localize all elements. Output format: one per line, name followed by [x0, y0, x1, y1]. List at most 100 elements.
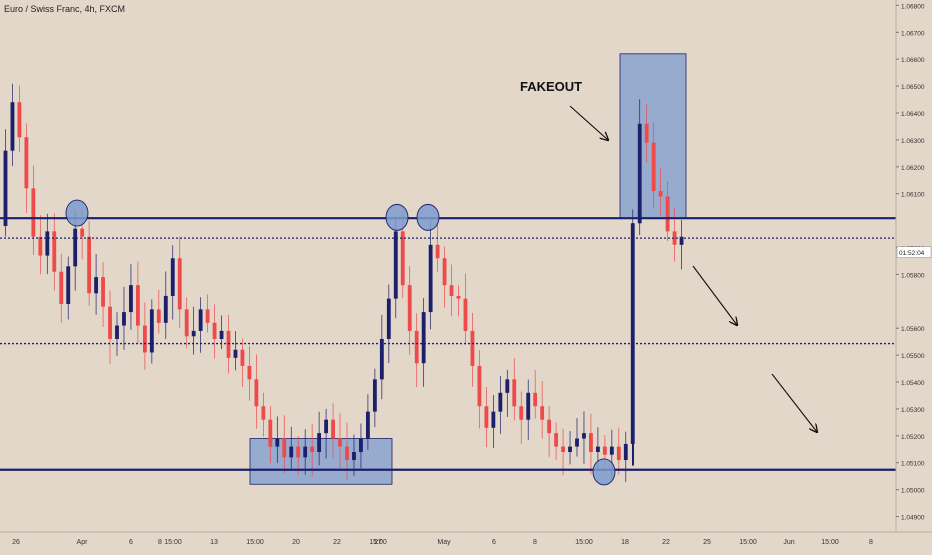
y-tick-label: 1.06500	[901, 84, 925, 91]
touch-circle	[416, 203, 440, 231]
candle-body	[393, 231, 398, 299]
x-tick-label: 18	[621, 539, 629, 546]
candle-body	[498, 392, 503, 412]
touch-circle	[65, 199, 89, 227]
countdown-tag	[896, 246, 932, 258]
x-tick-label: May	[437, 539, 451, 546]
candle-body	[261, 406, 266, 420]
candle-body	[519, 406, 524, 420]
y-tick-label: 1.06600	[901, 57, 925, 64]
y-tick-label: 1.06700	[901, 30, 925, 37]
candle-body	[212, 322, 217, 339]
candle-body	[637, 123, 642, 224]
zones-layer	[249, 53, 687, 485]
touch-circle	[385, 203, 409, 231]
fakeout-zone-box	[619, 53, 687, 219]
candle-body	[582, 433, 586, 439]
candle-body	[470, 330, 475, 366]
candle-body	[163, 295, 168, 323]
x-tick-label: 6	[492, 539, 496, 546]
candle-body	[595, 446, 600, 452]
candle-body	[94, 277, 99, 294]
candle-body	[540, 406, 545, 420]
y-tick-label: 1.06400	[901, 111, 925, 118]
candle-body	[38, 236, 43, 256]
candle-body	[672, 231, 677, 245]
candle-body	[142, 325, 147, 353]
candle-body	[365, 411, 370, 439]
y-tick-label: 1.05100	[901, 461, 925, 468]
x-tick-label: 6	[129, 539, 133, 546]
countdown-label: 01:52:04	[899, 250, 925, 257]
candle-body	[533, 392, 538, 407]
arrow	[771, 373, 817, 432]
candle-body	[87, 236, 92, 294]
candle-body	[609, 446, 614, 455]
candle-body	[59, 271, 64, 305]
x-tick-label: Jun	[783, 539, 794, 546]
candle-body	[435, 244, 440, 259]
candle-body	[254, 379, 259, 407]
symbol-title: Euro / Swiss Franc, 4h, FXCM	[4, 4, 126, 14]
candle-body	[372, 379, 377, 412]
candle-body	[324, 419, 329, 434]
candle-body	[665, 196, 670, 232]
candle-body	[129, 285, 133, 313]
candle-body	[282, 438, 287, 458]
candle-body	[149, 309, 154, 353]
arrow	[692, 265, 737, 325]
x-tick-label: 22	[333, 539, 341, 546]
x-tick-label: 20	[292, 539, 300, 546]
candle-body	[400, 231, 405, 286]
candle-body	[623, 443, 628, 461]
candle-body	[303, 446, 308, 458]
candle-body	[101, 277, 105, 307]
candle-body	[602, 446, 607, 455]
x-tick-label: 27	[374, 539, 382, 546]
touch-circle	[592, 458, 616, 486]
candle-body	[644, 123, 649, 143]
candle-body	[379, 338, 384, 380]
y-tick-label: 1.06300	[901, 138, 925, 145]
candle-body	[679, 236, 684, 245]
candle-body	[45, 231, 50, 256]
candle-body	[421, 312, 426, 364]
candle-body	[512, 379, 517, 407]
candle-body	[575, 438, 579, 447]
x-tick-label: 13	[210, 539, 218, 546]
y-tick-label: 1.06800	[901, 3, 925, 10]
candle-body	[449, 285, 454, 296]
candle-body	[317, 433, 322, 452]
x-tick-label: 15:00	[369, 539, 387, 546]
candle-body	[386, 298, 391, 339]
candle-body	[345, 446, 349, 461]
candle-body	[331, 419, 335, 439]
price-axis-panel	[896, 0, 932, 550]
price-axis[interactable]: 1.06800 1.06700 1.06600 1.06500 1.06400 1.063…	[895, 0, 932, 550]
y-tick-label: 1.04900	[901, 515, 925, 522]
candle-body	[352, 451, 356, 461]
y-tick-label: 1.05200	[901, 434, 925, 441]
x-tick-label: 22	[662, 539, 670, 546]
candle-body	[526, 392, 531, 420]
x-tick-label: 15:00	[821, 539, 839, 546]
candle-body	[31, 188, 36, 237]
y-tick-label: 1.05500	[901, 353, 925, 360]
candle-body	[73, 228, 78, 267]
candle-body	[240, 349, 245, 366]
x-tick-label: Apr	[77, 539, 89, 546]
levels-layer: 1.060091.059351.055431.05074	[0, 212, 932, 476]
candle-body	[170, 258, 175, 296]
candle-body	[268, 419, 273, 447]
candle-body	[205, 309, 210, 323]
y-tick-label: 1.05000	[901, 488, 925, 495]
x-tick-label: 15:00	[164, 539, 182, 546]
candle-body	[3, 150, 8, 226]
candle-body	[122, 312, 126, 326]
candle-body	[407, 285, 412, 331]
candle-body	[184, 309, 189, 337]
candle-body	[442, 258, 447, 286]
